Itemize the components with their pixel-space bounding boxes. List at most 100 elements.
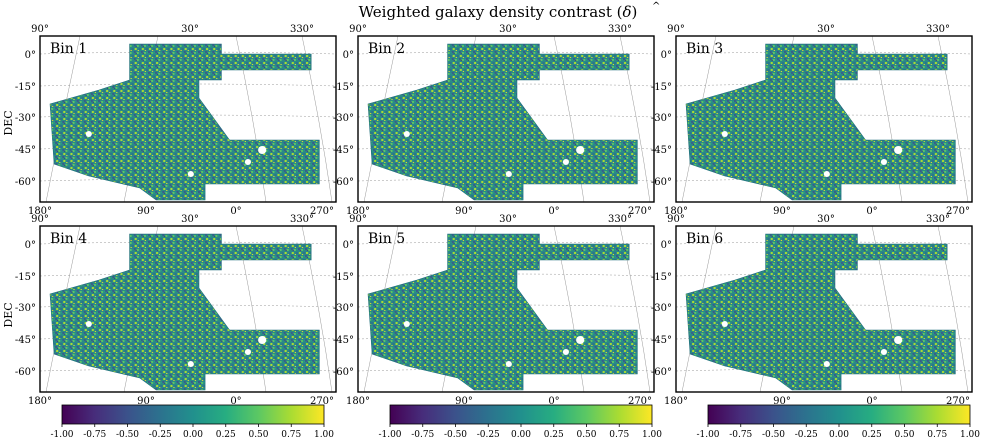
colorbar-tick-label: -0.50: [444, 430, 467, 440]
ra-bottom-tick-label: 0°: [230, 396, 241, 407]
colorbar-tick-label: 0.50: [248, 430, 268, 440]
panel-frame: [39, 225, 337, 393]
colorbar-tick-label: 0.00: [183, 430, 203, 440]
colorbar-tick-label: 0.25: [216, 430, 236, 440]
ra-top-tick-label: 330°: [926, 214, 950, 225]
dec-tick-label: -45°: [15, 145, 36, 156]
figure-title: Weighted galaxy density contrast (δ): [359, 3, 638, 21]
colorbar-gradient: [389, 404, 653, 425]
survey-footprint: [367, 233, 638, 391]
colorbar-tick-label: -1.00: [378, 430, 401, 440]
survey-footprint: [685, 43, 956, 201]
bin-label: Bin 6: [686, 231, 723, 247]
ra-bottom-tick-label: 90°: [455, 206, 473, 217]
survey-footprint: [49, 233, 320, 391]
dec-tick-label: -45°: [15, 335, 36, 346]
dec-tick-label: -15°: [15, 82, 36, 93]
panel-6: Bin 6 0° -15° -30° -45° -60° 90° 30° 330° 180° 90°…: [651, 214, 973, 407]
colorbar-tick-label: 1.00: [642, 430, 662, 440]
ra-top-tick-label: 90°: [349, 24, 367, 35]
colorbar-1: -1.00 -0.75 -0.50 -0.25 0.00 0.25 0.50 0.75 1.00: [50, 404, 334, 440]
ra-bottom-tick-label: 180°: [346, 396, 370, 407]
colorbar-tick-label: -0.25: [149, 430, 172, 440]
dec-tick-label: -45°: [651, 145, 672, 156]
ra-bottom-tick-label: 180°: [664, 206, 688, 217]
dec-tick-label: -60°: [15, 177, 36, 188]
dec-tick-label: -30°: [15, 113, 36, 124]
colorbar-gradient: [61, 404, 325, 425]
ra-top-tick-label: 330°: [608, 214, 632, 225]
colorbar-tick-label: 0.75: [281, 430, 301, 440]
title-text: Weighted galaxy density contrast (: [359, 3, 623, 21]
panel-3: Bin 3 0° -15° -30° -45° -60° 90° 30° 330° 180° 90°…: [651, 24, 973, 217]
ra-bottom-tick-label: 180°: [664, 396, 688, 407]
colorbar-tick-label: 0.00: [511, 430, 531, 440]
dec-tick-label: -15°: [651, 272, 672, 283]
panel-4: Bin 4 0° -15° -30° -45° -60° 90° 30° 330° 180° 90°…: [15, 214, 337, 407]
colorbar-tick-label: 1.00: [314, 430, 334, 440]
dec-tick-label: -30°: [333, 113, 354, 124]
panel-5: Bin 5 0° -15° -30° -45° -60° 90° 30° 330° 180° 90°…: [333, 214, 655, 407]
dec-tick-label: -60°: [651, 367, 672, 378]
panel-frame: [357, 225, 655, 393]
colorbar-tick-label: 0.25: [862, 430, 882, 440]
dec-tick-label: -45°: [333, 335, 354, 346]
colorbar-tick-label: -1.00: [696, 430, 719, 440]
colorbar-tick-label: -1.00: [50, 430, 73, 440]
panel-frame: [675, 35, 973, 203]
dec-tick-label: 0°: [661, 50, 672, 61]
ra-bottom-tick-label: 0°: [548, 396, 559, 407]
ylabel-row1: DEC: [2, 110, 15, 135]
colorbar-tick-label: 0.50: [576, 430, 596, 440]
panel-frame: [357, 35, 655, 203]
dec-tick-label: -30°: [651, 113, 672, 124]
ra-top-tick-label: 90°: [31, 24, 49, 35]
bin-label: Bin 4: [50, 231, 87, 247]
dec-tick-label: 0°: [343, 50, 354, 61]
ra-top-tick-label: 30°: [181, 214, 199, 225]
dec-tick-label: -30°: [651, 303, 672, 314]
panel-frame: [39, 35, 337, 203]
colorbars: -1.00 -0.75 -0.50 -0.25 0.00 0.25 0.50 0.75 1.00…: [50, 404, 980, 440]
survey-footprint: [685, 233, 956, 391]
colorbar-tick-label: 0.75: [927, 430, 947, 440]
colorbar-3: -1.00 -0.75 -0.50 -0.25 0.00 0.25 0.50 0.75 1.00: [696, 404, 980, 440]
ra-top-tick-label: 330°: [926, 24, 950, 35]
ra-bottom-tick-label: 270°: [946, 396, 970, 407]
ra-top-tick-label: 30°: [817, 24, 835, 35]
colorbar-tick-label: -0.50: [762, 430, 785, 440]
ylabel-row2: DEC: [2, 302, 15, 327]
colorbar-tick-label: -0.25: [477, 430, 500, 440]
ra-bottom-tick-label: 0°: [866, 396, 877, 407]
ra-bottom-tick-label: 0°: [866, 206, 877, 217]
ra-bottom-tick-label: 90°: [137, 206, 155, 217]
ra-bottom-tick-label: 180°: [28, 206, 52, 217]
ra-top-tick-label: 90°: [667, 214, 685, 225]
colorbar-tick-label: -0.50: [116, 430, 139, 440]
colorbar-tick-label: -0.25: [795, 430, 818, 440]
dec-tick-label: 0°: [25, 240, 36, 251]
title-close: ): [632, 3, 638, 21]
dec-tick-label: -30°: [333, 303, 354, 314]
ra-top-tick-label: 330°: [290, 214, 314, 225]
dec-tick-label: -15°: [333, 272, 354, 283]
ra-bottom-tick-label: 90°: [773, 206, 791, 217]
ra-bottom-tick-label: 180°: [28, 396, 52, 407]
dec-tick-label: -15°: [15, 272, 36, 283]
colorbar-tick-label: 0.25: [544, 430, 564, 440]
ra-bottom-tick-label: 90°: [773, 396, 791, 407]
panel-1: Bin 1 0° -15° -30° -45° -60° 90° 30° 330° 180° 90°…: [15, 24, 337, 217]
colorbar-tick-label: -0.75: [729, 430, 752, 440]
bin-label: Bin 1: [50, 41, 87, 57]
ra-top-tick-label: 330°: [608, 24, 632, 35]
colorbar-tick-label: -0.75: [83, 430, 106, 440]
bin-label: Bin 2: [368, 41, 405, 57]
ra-top-tick-label: 30°: [499, 214, 517, 225]
ra-bottom-tick-label: 180°: [346, 206, 370, 217]
panel-frame: [675, 225, 973, 393]
ra-bottom-tick-label: 90°: [455, 396, 473, 407]
panels: Bin 10°-15°-30°-45°-60°90° 30° 330°180° 90°…: [15, 24, 973, 407]
title-symbol: δ: [623, 3, 632, 21]
dec-tick-label: -60°: [15, 367, 36, 378]
colorbar-tick-label: 1.00: [960, 430, 980, 440]
